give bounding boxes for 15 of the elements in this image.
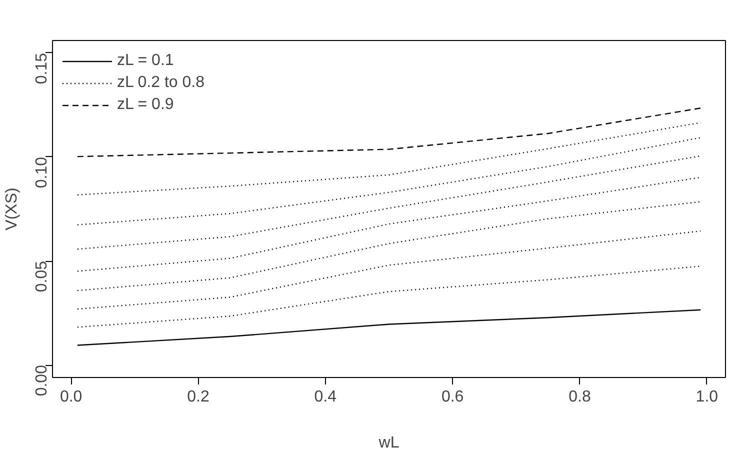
- legend-label: zL 0.2 to 0.8: [117, 73, 204, 93]
- y-tick-label: 0.10: [34, 156, 50, 188]
- x-tick-label: 0.6: [441, 388, 464, 406]
- x-tick-label: 0.0: [60, 388, 82, 406]
- y-tick-label: 0.05: [34, 260, 50, 292]
- legend-label: zL = 0.1: [117, 51, 174, 71]
- x-tick-label: 0.4: [314, 388, 337, 406]
- x-tick-label: 1.0: [696, 388, 718, 406]
- legend-label: zL = 0.9: [117, 95, 174, 115]
- x-tick-label: 0.8: [568, 388, 591, 406]
- x-axis-title: wL: [378, 434, 400, 452]
- y-tick-label: 0.00: [34, 364, 50, 396]
- y-tick-label: 0.15: [34, 52, 50, 84]
- y-axis-title: V(XS): [4, 188, 20, 230]
- x-tick-label: 0.2: [187, 388, 210, 406]
